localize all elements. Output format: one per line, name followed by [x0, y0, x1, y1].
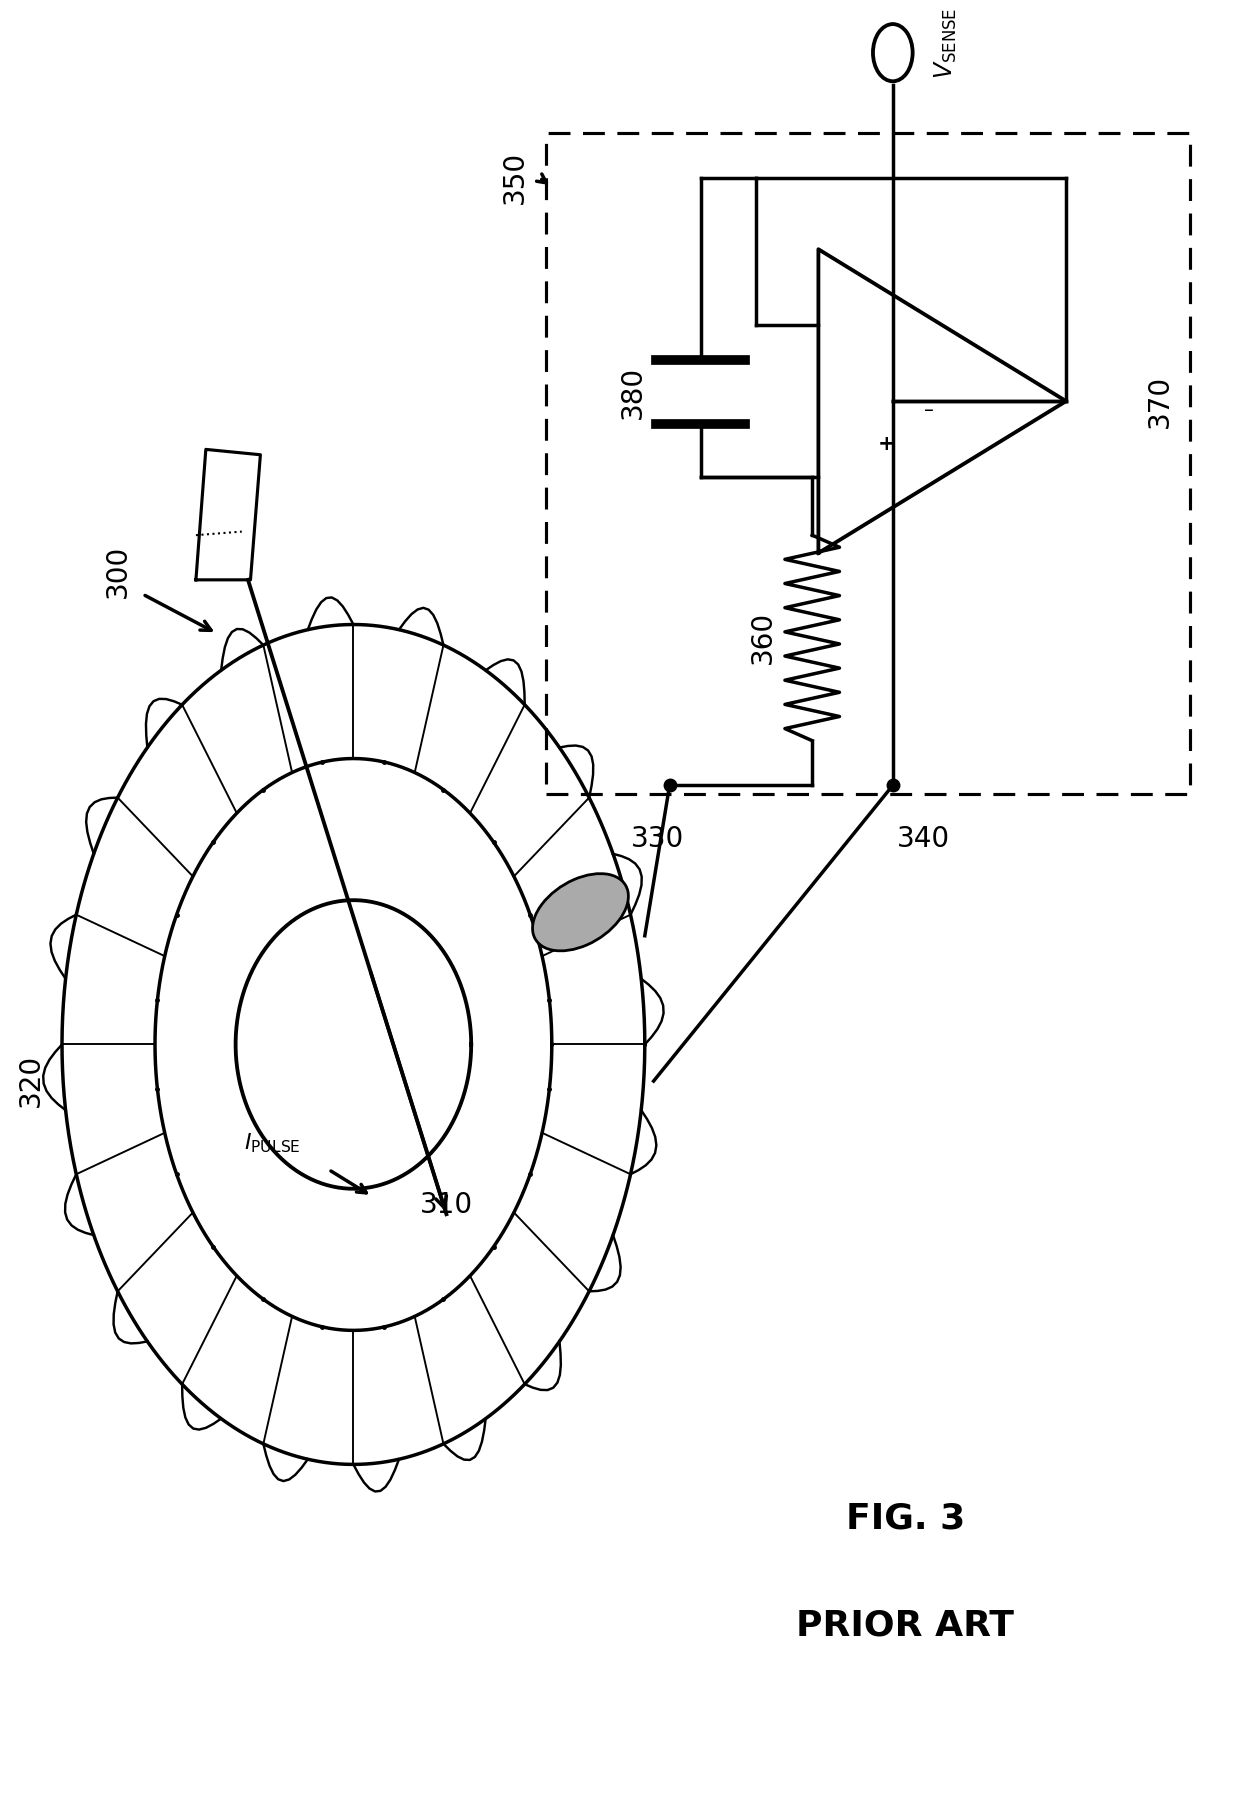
Text: 320: 320	[17, 1054, 45, 1108]
Text: $V_{\mathregular{SENSE}}$: $V_{\mathregular{SENSE}}$	[932, 9, 959, 79]
Text: 380: 380	[619, 366, 646, 418]
Text: 350: 350	[501, 151, 528, 205]
Ellipse shape	[532, 874, 629, 951]
Bar	[546, 133, 1190, 793]
Text: +: +	[878, 434, 895, 454]
Circle shape	[873, 23, 913, 81]
Text: 310: 310	[420, 1192, 472, 1219]
Text: 370: 370	[1146, 375, 1173, 427]
Text: 300: 300	[104, 544, 131, 598]
Text: $I_{\mathregular{PULSE}}$: $I_{\mathregular{PULSE}}$	[244, 1131, 301, 1154]
Text: PRIOR ART: PRIOR ART	[796, 1608, 1014, 1642]
Text: –: –	[924, 400, 934, 420]
Text: 330: 330	[631, 826, 683, 853]
Text: 360: 360	[749, 612, 776, 664]
Text: 340: 340	[898, 826, 950, 853]
Text: FIG. 3: FIG. 3	[846, 1501, 965, 1535]
